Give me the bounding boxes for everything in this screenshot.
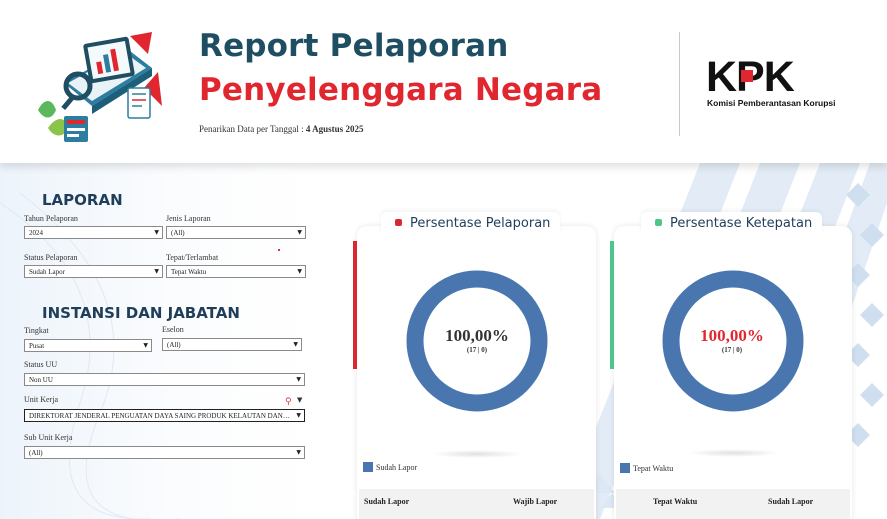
- ketepatan-table-header: [616, 489, 850, 519]
- pelaporan-accent-bar: [353, 241, 357, 369]
- status-pelaporan-value: Sudah Lapor: [29, 268, 65, 276]
- ketepatan-counts: (17 | 0): [721, 346, 743, 354]
- kpk-logo: KPK: [706, 58, 796, 94]
- caret-down-icon: ▼: [297, 268, 302, 275]
- pelaporan-donut-shadow: [430, 450, 524, 458]
- page-title-line2: Penyelenggara Negara: [199, 72, 603, 108]
- pelaporan-percent: 100,00%: [445, 326, 509, 345]
- unit-kerja-select[interactable]: DIREKTORAT JENDERAL PENGUATAN DAYA SAING…: [24, 409, 305, 422]
- tepat-terlambat-select[interactable]: Tepat Waktu ▼: [166, 265, 306, 278]
- caret-down-icon: ▼: [296, 376, 301, 383]
- jenis-laporan-label: Jenis Laporan: [166, 214, 211, 223]
- status-pelaporan-select[interactable]: Sudah Lapor ▼: [24, 265, 163, 278]
- tahun-pelaporan-select[interactable]: 2024 ▼: [24, 226, 163, 239]
- persentase-ketepatan-tab: Persentase Ketepatan: [641, 212, 823, 238]
- sub-unit-kerja-label: Sub Unit Kerja: [24, 433, 73, 442]
- tingkat-value: Pusat: [29, 342, 45, 350]
- tingkat-label: Tingkat: [24, 326, 49, 335]
- ketepatan-legend: Tepat Waktu: [620, 463, 673, 473]
- pelaporan-donut-chart: [406, 270, 548, 412]
- pelaporan-legend: Sudah Lapor: [363, 462, 417, 472]
- jenis-laporan-select[interactable]: (All) ▼: [166, 226, 306, 239]
- sub-unit-kerja-select[interactable]: (All) ▼: [24, 446, 305, 459]
- pelaporan-legend-label: Sudah Lapor: [376, 463, 418, 472]
- tepat-terlambat-value: Tepat Waktu: [171, 268, 207, 276]
- tahun-pelaporan-value: 2024: [29, 229, 43, 237]
- data-pull-date-label: Penarikan Data per Tanggal :: [199, 124, 304, 134]
- unit-kerja-label: Unit Kerja: [24, 395, 58, 404]
- persentase-ketepatan-title: Persentase Ketepatan: [670, 216, 813, 231]
- persentase-pelaporan-title: Persentase Pelaporan: [410, 216, 551, 231]
- indicator-dot: [278, 249, 280, 251]
- pelaporan-counts: (17 | 0): [466, 346, 488, 354]
- status-uu-select[interactable]: Non UU ▼: [24, 373, 305, 386]
- eselon-select[interactable]: (All) ▼: [162, 338, 302, 351]
- ketepatan-legend-label: Tepat Waktu: [633, 464, 674, 473]
- caret-down-icon: ▼: [154, 229, 159, 236]
- analytics-illustration-icon: [38, 32, 162, 142]
- ketepatan-donut-chart: [662, 270, 804, 412]
- report-header: Report Pelaporan Penyelenggara Negara Pe…: [0, 0, 887, 163]
- filter-clear-icon[interactable]: ⚲: [285, 397, 292, 407]
- pelaporan-table-header: [359, 489, 594, 519]
- laporan-section-title: LAPORAN: [42, 191, 123, 209]
- ketepatan-col-tepat-waktu[interactable]: Tepat Waktu: [653, 497, 698, 506]
- caret-down-icon: ▼: [296, 412, 301, 419]
- unit-kerja-value: DIREKTORAT JENDERAL PENGUATAN DAYA SAING…: [29, 412, 305, 420]
- persentase-pelaporan-tab: Persentase Pelaporan: [381, 212, 561, 238]
- status-uu-value: Non UU: [29, 376, 53, 384]
- data-pull-date-value: 4 Agustus 2025: [305, 124, 364, 134]
- pelaporan-donut-ring: [406, 270, 548, 412]
- ketepatan-col-sudah-lapor[interactable]: Sudah Lapor: [768, 497, 814, 506]
- caret-down-icon: ▼: [143, 342, 148, 349]
- eselon-label: Eselon: [162, 325, 184, 334]
- pelaporan-col-wajib-lapor[interactable]: Wajib Lapor: [513, 497, 558, 506]
- pelaporan-col-sudah-lapor[interactable]: Sudah Lapor: [364, 497, 410, 506]
- ketepatan-percent: 100,00%: [700, 326, 764, 345]
- ketepatan-bullet-icon: [655, 219, 662, 226]
- caret-down-icon: ▼: [293, 341, 298, 348]
- caret-down-icon: ▼: [154, 268, 159, 275]
- dropdown-menu-icon[interactable]: ▼: [297, 396, 303, 404]
- tingkat-select[interactable]: Pusat ▼: [24, 339, 152, 352]
- tepat-terlambat-label: Tepat/Terlambat: [166, 253, 219, 262]
- legend-swatch-icon: [620, 463, 630, 473]
- pelaporan-bullet-icon: [395, 219, 402, 226]
- eselon-value: (All): [167, 341, 181, 349]
- status-uu-label: Status UU: [24, 360, 58, 369]
- status-pelaporan-label: Status Pelaporan: [24, 253, 78, 262]
- data-pull-date: Penarikan Data per Tanggal : 4 Agustus 2…: [199, 124, 363, 134]
- tahun-pelaporan-label: Tahun Pelaporan: [24, 214, 78, 223]
- header-divider: [679, 32, 680, 136]
- instansi-section-title: INSTANSI DAN JABATAN: [42, 304, 240, 322]
- caret-down-icon: ▼: [297, 229, 302, 236]
- ketepatan-donut-ring: [662, 270, 804, 412]
- sub-unit-kerja-value: (All): [29, 449, 43, 457]
- kpk-logo-subtitle: Komisi Pemberantasan Korupsi: [707, 98, 836, 108]
- legend-swatch-icon: [363, 462, 373, 472]
- ketepatan-donut-shadow: [688, 449, 780, 457]
- ketepatan-accent-bar: [610, 241, 614, 369]
- caret-down-icon: ▼: [296, 449, 301, 456]
- page-title-line1: Report Pelaporan: [199, 28, 509, 64]
- jenis-laporan-value: (All): [171, 229, 185, 237]
